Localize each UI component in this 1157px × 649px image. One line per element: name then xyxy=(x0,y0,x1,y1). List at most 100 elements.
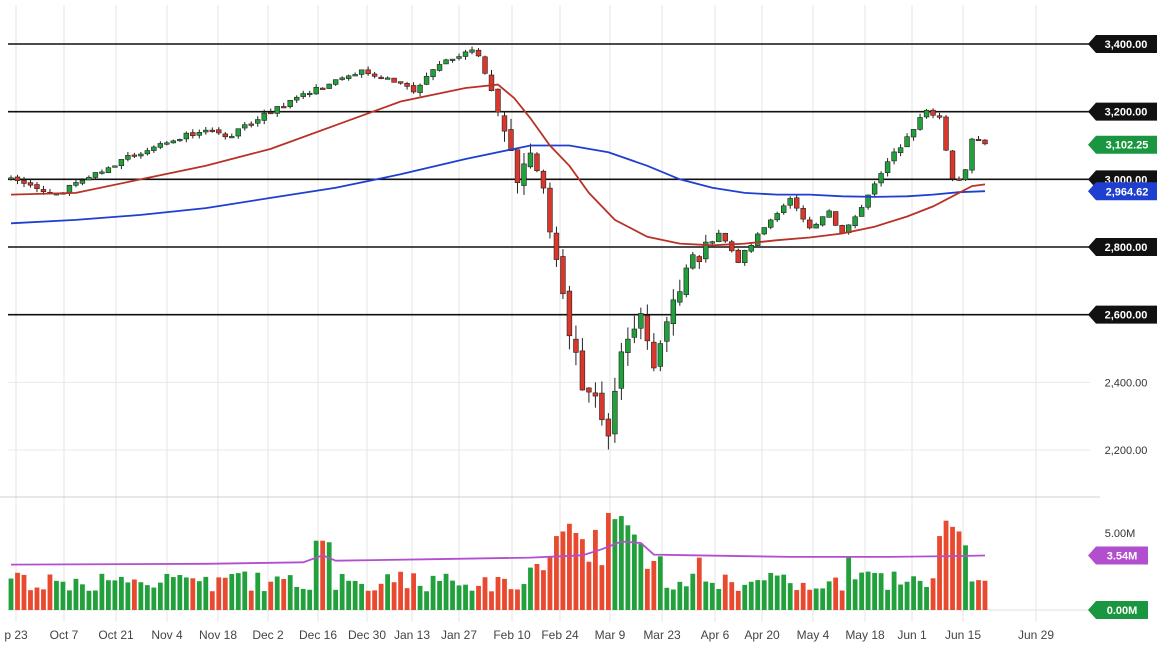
volume-bar xyxy=(151,587,157,610)
x-tick-label: Oct 21 xyxy=(98,628,134,642)
volume-bar xyxy=(398,571,403,610)
candle-body xyxy=(469,49,475,53)
fast-moving-average-line xyxy=(10,83,986,247)
moving-average-price-label: 2,964.62 xyxy=(1106,186,1149,198)
candle-body xyxy=(748,244,754,252)
candle-body xyxy=(105,167,112,174)
volume-bar xyxy=(833,577,839,610)
candle-body xyxy=(66,184,73,193)
x-tick-label: Oct 7 xyxy=(50,628,79,642)
candle-body xyxy=(229,136,235,139)
volume-bar xyxy=(209,591,215,610)
candle-body xyxy=(904,136,910,148)
volume-bar xyxy=(976,580,981,610)
volume-bar xyxy=(34,587,40,610)
volume-bar xyxy=(502,578,507,610)
candle-body xyxy=(378,76,384,79)
candle-body xyxy=(462,51,469,57)
volume-bar xyxy=(969,581,975,610)
volume-bar xyxy=(424,591,429,610)
candle-body xyxy=(125,155,131,160)
candle-body xyxy=(761,227,767,235)
volume-bar xyxy=(274,576,280,610)
volume-bar xyxy=(716,588,722,610)
candle-body xyxy=(112,165,118,168)
volume-series xyxy=(8,512,988,610)
candle-body xyxy=(793,197,800,209)
candle-body xyxy=(495,88,501,113)
candle-body xyxy=(397,81,404,84)
candle-body xyxy=(657,343,664,367)
volume-bar xyxy=(157,582,163,610)
volume-bar xyxy=(943,520,949,610)
volume-bar xyxy=(781,574,787,610)
candle-body xyxy=(34,184,40,189)
volume-average-tag xyxy=(1088,546,1148,565)
candle-body xyxy=(27,182,34,186)
volume-bar xyxy=(937,536,942,610)
volume-bar xyxy=(235,573,241,610)
volume-bar xyxy=(21,574,27,610)
volume-bar xyxy=(859,572,865,610)
candle-body xyxy=(865,194,871,208)
volume-bar xyxy=(593,529,598,610)
candle-body xyxy=(92,172,99,178)
volume-bar xyxy=(222,577,228,610)
candle-body xyxy=(936,115,943,118)
volume-bar xyxy=(560,531,566,610)
candle-body xyxy=(203,129,209,133)
candle-body xyxy=(170,140,177,144)
volume-bar xyxy=(281,579,287,610)
moving-average-lines xyxy=(10,83,986,247)
volume-bar xyxy=(638,543,644,610)
candle-body xyxy=(488,74,495,91)
candle-body xyxy=(683,267,690,295)
candle-body xyxy=(852,216,858,227)
candle-body xyxy=(677,291,683,303)
slow-moving-average-line xyxy=(10,144,986,225)
volume-bar xyxy=(761,580,767,610)
candle-body xyxy=(592,392,599,397)
volume-bar xyxy=(826,581,832,610)
volume-bar xyxy=(690,573,696,610)
x-tick-label: Feb 10 xyxy=(493,628,531,642)
candle-body xyxy=(345,75,352,79)
candle-body xyxy=(242,124,248,129)
volume-bar xyxy=(86,590,92,610)
volume-bar xyxy=(450,580,455,610)
volume-bar xyxy=(417,585,423,610)
candle-body xyxy=(326,83,332,89)
volume-bar xyxy=(54,580,59,610)
volume-bar xyxy=(287,575,293,610)
volume-bar xyxy=(865,571,871,610)
price-tick-label: 3,400.00 xyxy=(1105,39,1148,51)
candle-body xyxy=(287,100,293,107)
x-tick-label: Dec 16 xyxy=(299,628,337,642)
candle-body xyxy=(423,76,430,85)
volume-bar xyxy=(846,556,852,610)
volume-bar xyxy=(229,574,235,610)
volume-bar xyxy=(911,576,916,610)
candle-body xyxy=(858,207,865,217)
volume-bar xyxy=(612,519,618,610)
volume-bar xyxy=(346,580,352,610)
last-price-label: 3,102.25 xyxy=(1106,140,1149,152)
price-badges: 3,102.25 2,964.62 3.54M xyxy=(1088,135,1157,565)
candle-body xyxy=(21,180,27,184)
x-tick-label: May 4 xyxy=(797,628,830,642)
candlestick-series xyxy=(8,46,988,450)
candle-body xyxy=(884,161,891,173)
candle-body xyxy=(819,216,826,226)
volume-bar xyxy=(8,578,14,610)
volume-bar xyxy=(489,591,494,610)
volume-bar xyxy=(567,523,572,610)
candle-body xyxy=(800,208,806,220)
candle-body xyxy=(962,169,969,181)
volume-bar xyxy=(631,534,637,610)
candle-body xyxy=(586,387,592,393)
volume-bar xyxy=(748,581,754,610)
volume-bar xyxy=(813,588,819,610)
volume-bar xyxy=(333,589,339,610)
